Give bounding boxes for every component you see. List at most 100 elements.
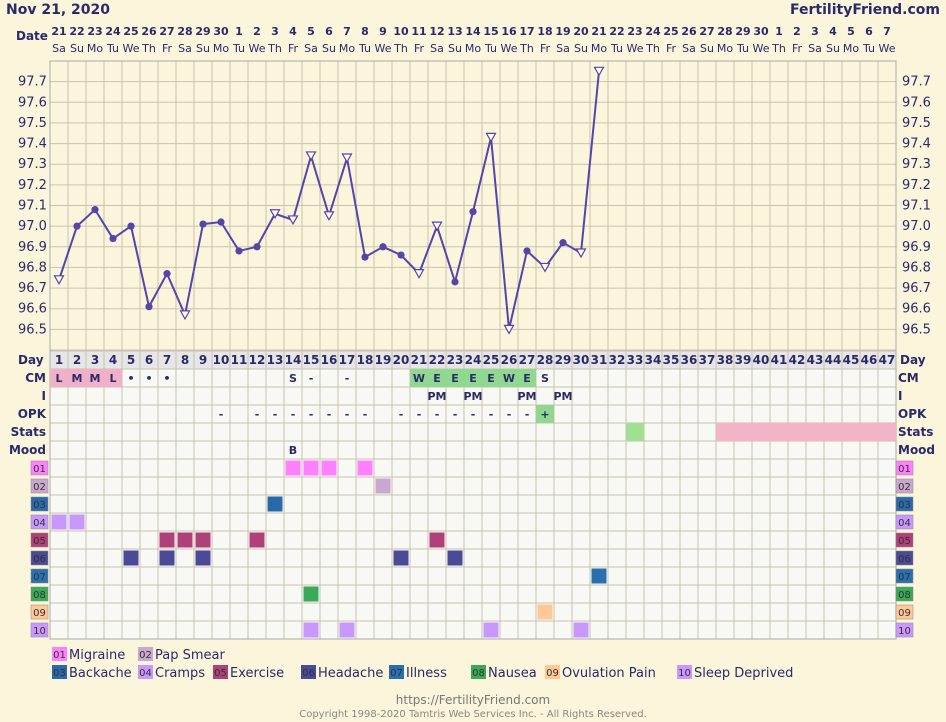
date-label: 18 — [537, 25, 552, 38]
symptom-cell — [159, 532, 175, 548]
symptom-code-right: 03 — [898, 500, 911, 511]
y-tick-label-right: 96.9 — [902, 240, 931, 255]
date-label: 1 — [775, 25, 783, 38]
y-tick-label-left: 97.5 — [18, 116, 47, 131]
temperature-point — [379, 243, 387, 251]
opk-value: - — [525, 408, 530, 421]
legend-swatch — [301, 665, 316, 679]
weekday-label: Tu — [862, 42, 875, 55]
day-row-label-left: Day — [18, 353, 44, 367]
legend-label: Pap Smear — [155, 648, 225, 663]
date-label: 15 — [483, 25, 498, 38]
y-tick-label-left: 97.6 — [18, 95, 47, 110]
legend-label: Cramps — [155, 666, 205, 681]
row-label-right: Stats — [898, 425, 933, 439]
date-label: 9 — [379, 25, 387, 38]
date-row-label: Date — [16, 29, 48, 43]
date-label: 19 — [555, 25, 570, 38]
symptom-code-chip-left — [30, 532, 49, 548]
footer-copyright: Copyright 1998-2020 Tamtris Web Services… — [299, 709, 647, 720]
y-tick-label-right: 97.3 — [902, 157, 931, 172]
site-brand[interactable]: FertilityFriend.com — [790, 2, 940, 18]
legend-swatch — [138, 665, 153, 679]
date-label: 21 — [591, 25, 606, 38]
cm-value: E — [433, 372, 441, 385]
symptom-code-left: 02 — [33, 482, 46, 493]
cycle-day-number: 21 — [411, 353, 428, 367]
opk-value: - — [417, 408, 422, 421]
weekday-label: Th — [141, 42, 156, 55]
weekday-label: Su — [574, 42, 588, 55]
table-bg — [50, 369, 896, 639]
symptom-cell — [285, 460, 301, 476]
weekday-label: Tu — [106, 42, 119, 55]
date-label: 30 — [213, 25, 229, 38]
cycle-day-number: 3 — [91, 353, 99, 367]
cm-value: S — [541, 372, 549, 385]
footer-url[interactable]: https://FertilityFriend.com — [396, 693, 550, 707]
symptom-cell — [303, 586, 319, 602]
temperature-point — [199, 220, 207, 228]
cycle-day-number: 15 — [303, 353, 320, 367]
temperature-point — [523, 247, 531, 255]
cycle-day-number: 29 — [555, 353, 572, 367]
legend-label: Sleep Deprived — [694, 666, 793, 681]
legend-swatch — [677, 665, 692, 679]
weekday-label: Mo — [591, 42, 607, 55]
temperature-point-open — [341, 153, 353, 164]
weekday-label: Th — [519, 42, 534, 55]
weekday-label: Fr — [288, 42, 299, 55]
symptom-code-right: 05 — [898, 536, 911, 547]
mood-value: B — [289, 444, 297, 457]
cycle-day-number: 2 — [73, 353, 81, 367]
date-label: 3 — [271, 25, 279, 38]
opk-value: - — [507, 408, 512, 421]
legend-swatch — [52, 647, 67, 661]
legend-label: Ovulation Pain — [562, 666, 656, 681]
legend-code: 04 — [139, 668, 152, 679]
legend-code: 03 — [53, 668, 66, 679]
symptom-cell — [51, 514, 67, 530]
symptom-cell — [321, 460, 337, 476]
stats-green-cell — [626, 423, 644, 441]
cm-fertile-cell — [500, 369, 518, 387]
date-label: 14 — [465, 25, 481, 38]
symptom-cell — [303, 622, 319, 638]
y-tick-label-left: 96.6 — [18, 302, 47, 317]
row-label-right: I — [898, 389, 902, 403]
weekday-label: We — [249, 42, 266, 55]
weekday-label: Su — [70, 42, 84, 55]
symptom-code-left: 06 — [33, 554, 46, 565]
chart-border — [49, 60, 897, 640]
symptom-code-right: 10 — [898, 626, 911, 637]
opk-value: - — [471, 408, 476, 421]
symptom-cell — [429, 532, 445, 548]
intercourse-value: PM — [517, 390, 536, 403]
cycle-day-number: 6 — [145, 353, 153, 367]
legend-code: 09 — [546, 668, 559, 679]
temperature-point — [217, 218, 225, 226]
intercourse-value: PM — [463, 390, 482, 403]
cycle-day-number: 19 — [375, 353, 392, 367]
temperature-point-open — [593, 66, 605, 77]
legend-swatch — [389, 665, 404, 679]
temperature-point-open — [269, 209, 281, 219]
date-label: 28 — [717, 25, 732, 38]
cm-period-cell — [104, 369, 122, 387]
date-label: 29 — [735, 25, 750, 38]
cm-fertile-cell — [464, 369, 482, 387]
symptom-code-right: 08 — [898, 590, 911, 601]
cm-value: E — [451, 372, 459, 385]
temperature-point — [127, 222, 135, 230]
symptom-cell — [303, 460, 319, 476]
cycle-day-number: 4 — [109, 353, 117, 367]
row-label-right: Mood — [898, 443, 935, 457]
date-label: 13 — [447, 25, 462, 38]
row-label-left: I — [42, 389, 46, 403]
legend-code: 02 — [139, 650, 152, 661]
temperature-point — [73, 222, 81, 230]
temperature-point-open — [305, 151, 317, 162]
date-label: 8 — [361, 25, 369, 38]
y-tick-label-left: 97.1 — [18, 199, 47, 214]
date-label: 25 — [123, 25, 138, 38]
